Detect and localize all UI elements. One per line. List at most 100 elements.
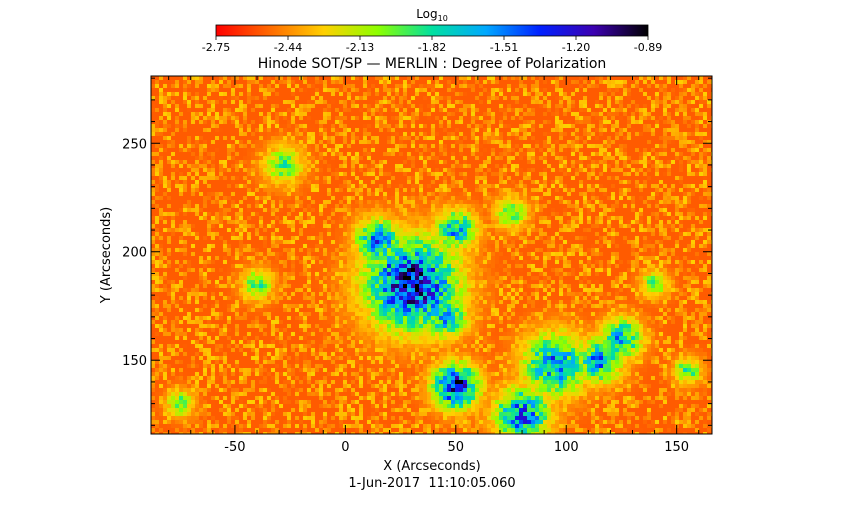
heatmap-cell <box>239 200 243 204</box>
heatmap-cell <box>487 188 491 192</box>
heatmap-cell <box>331 108 335 112</box>
heatmap-cell <box>247 76 251 80</box>
heatmap-cell <box>387 156 391 160</box>
heatmap-cell <box>339 96 343 100</box>
heatmap-cell <box>419 172 423 176</box>
heatmap-cell <box>151 100 155 104</box>
heatmap-cell <box>175 208 179 212</box>
heatmap-cell <box>611 80 615 84</box>
heatmap-cell <box>451 204 455 208</box>
heatmap-cell <box>275 100 279 104</box>
heatmap-cell <box>295 188 299 192</box>
heatmap-cell <box>187 180 191 184</box>
heatmap-cell <box>499 92 503 96</box>
heatmap-cell <box>203 148 207 152</box>
heatmap-cell <box>183 180 187 184</box>
heatmap-cell <box>575 88 579 92</box>
heatmap-cell <box>415 84 419 88</box>
heatmap-cell <box>259 128 263 132</box>
heatmap-cell <box>203 196 207 200</box>
heatmap-cell <box>363 140 367 144</box>
heatmap-cell <box>495 140 499 144</box>
heatmap-cell <box>475 172 479 176</box>
heatmap-cell <box>239 160 243 164</box>
heatmap-cell <box>175 172 179 176</box>
heatmap-cell <box>243 164 247 168</box>
heatmap-cell <box>183 168 187 172</box>
heatmap-cell <box>707 176 711 180</box>
heatmap-cell <box>331 120 335 124</box>
heatmap-cell <box>443 144 447 148</box>
heatmap-cell <box>475 132 479 136</box>
heatmap-cell <box>223 180 227 184</box>
heatmap-cell <box>299 196 303 200</box>
heatmap-cell <box>635 112 639 116</box>
heatmap-cell <box>591 176 595 180</box>
heatmap-cell <box>267 84 271 88</box>
heatmap-cell <box>171 76 175 80</box>
heatmap-cell <box>595 116 599 120</box>
heatmap-cell <box>239 156 243 160</box>
heatmap-cell <box>511 136 515 140</box>
heatmap-cell <box>371 200 375 204</box>
heatmap-cell <box>287 156 291 160</box>
heatmap-cell <box>599 112 603 116</box>
heatmap-cell <box>459 120 463 124</box>
heatmap-cell <box>631 212 635 216</box>
heatmap-cell <box>175 92 179 96</box>
heatmap-cell <box>683 100 687 104</box>
heatmap-cell <box>439 172 443 176</box>
heatmap-cell <box>691 156 695 160</box>
heatmap-cell <box>323 188 327 192</box>
heatmap-cell <box>351 152 355 156</box>
heatmap-cell <box>515 200 519 204</box>
heatmap-cell <box>547 80 551 84</box>
heatmap-cell <box>559 192 563 196</box>
heatmap-cell <box>539 172 543 176</box>
heatmap-cell <box>491 176 495 180</box>
heatmap-cell <box>327 88 331 92</box>
heatmap-cell <box>399 88 403 92</box>
heatmap-cell <box>151 160 155 164</box>
heatmap-cell <box>583 80 587 84</box>
heatmap-cell <box>195 108 199 112</box>
heatmap-cell <box>491 180 495 184</box>
heatmap-cell <box>195 208 199 212</box>
heatmap-cell <box>671 184 675 188</box>
heatmap-cell <box>223 120 227 124</box>
heatmap-cell <box>259 92 263 96</box>
heatmap-cell <box>483 180 487 184</box>
heatmap-cell <box>267 168 271 172</box>
heatmap-cell <box>631 188 635 192</box>
heatmap-cell <box>203 104 207 108</box>
heatmap-cell <box>603 140 607 144</box>
heatmap-cell <box>595 136 599 140</box>
heatmap-cell <box>495 180 499 184</box>
heatmap-cell <box>375 132 379 136</box>
heatmap-cell <box>683 172 687 176</box>
heatmap-cell <box>651 120 655 124</box>
heatmap-cell <box>527 116 531 120</box>
heatmap-cell <box>291 140 295 144</box>
heatmap-cell <box>451 120 455 124</box>
heatmap-cell <box>383 192 387 196</box>
heatmap-cell <box>695 144 699 148</box>
heatmap-cell <box>563 164 567 168</box>
heatmap-cell <box>463 92 467 96</box>
heatmap-cell <box>471 92 475 96</box>
heatmap-cell <box>315 164 319 168</box>
heatmap-cell <box>647 184 651 188</box>
heatmap-cell <box>599 172 603 176</box>
heatmap-cell <box>415 204 419 208</box>
heatmap-cell <box>175 124 179 128</box>
heatmap-cell <box>151 168 155 172</box>
heatmap-cell <box>575 156 579 160</box>
heatmap-cell <box>479 192 483 196</box>
heatmap-cell <box>307 100 311 104</box>
heatmap-cell <box>367 88 371 92</box>
heatmap-cell <box>267 212 271 216</box>
heatmap-cell <box>607 200 611 204</box>
heatmap-cell <box>311 136 315 140</box>
heatmap-cell <box>483 108 487 112</box>
heatmap-cell <box>435 96 439 100</box>
